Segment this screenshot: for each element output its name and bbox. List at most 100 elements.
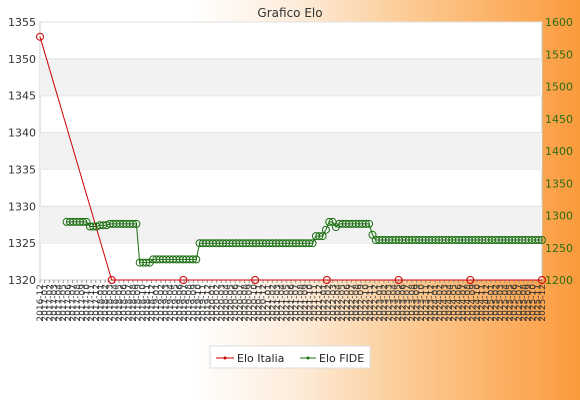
x-tick-label: 2018-03 — [106, 284, 116, 322]
x-tick-label: 2019-04 — [166, 284, 176, 322]
data-point-elo-fide — [318, 232, 327, 241]
left-axis-ticks: 1320 1325 1330 1335 1340 1345 1350 1355 — [8, 16, 36, 287]
x-tick-label: 2017-08 — [73, 284, 83, 322]
data-point-elo-fide — [308, 239, 317, 248]
legend-label-elo-fide: Elo FIDE — [319, 352, 364, 365]
x-tick-label: 2023-04 — [389, 284, 399, 322]
x-tick-label: 2017-10 — [82, 284, 92, 322]
x-tick-label: 2019-08 — [185, 284, 195, 322]
left-tick-label: 1350 — [8, 53, 36, 66]
data-point-elo-italia — [322, 276, 331, 284]
x-tick-label: 2018-11 — [143, 284, 153, 322]
x-tick-label: 2019-11 — [199, 284, 209, 322]
x-tick-label: 2023-11 — [422, 284, 432, 322]
x-tick-label: 2021-01 — [264, 284, 274, 322]
x-tick-label: 2020-03 — [217, 284, 227, 322]
x-tick-label: 2021-04 — [278, 284, 288, 322]
x-tick-label: 2025-11 — [533, 284, 543, 322]
x-tick-label: 2020-12 — [259, 284, 269, 322]
series-line-elo-italia — [39, 36, 542, 281]
x-tick-label: 2024-04 — [445, 284, 455, 322]
x-tick-label: 2025-04 — [501, 284, 511, 322]
x-tick-label: 2022-04 — [333, 284, 343, 322]
x-tick-label: 2021-09 — [301, 284, 311, 322]
x-tick-label: 2018-02 — [101, 284, 111, 322]
left-tick-label: 1335 — [8, 163, 36, 176]
data-point-elo-fide — [79, 217, 88, 226]
x-tick-label: 2021-07 — [292, 284, 302, 322]
x-tick-label: 2021-03 — [273, 284, 283, 322]
x-tick-label: 2021-08 — [296, 284, 306, 322]
x-tick-label: 2018-06 — [120, 284, 130, 322]
x-tick-label: 2022-10 — [361, 284, 371, 322]
x-tick-label: 2024-10 — [473, 284, 483, 322]
right-axis-ticks: 1200 1250 1300 1350 1400 1450 1500 1550 1600 — [545, 16, 573, 287]
x-tick-label: 2022-07 — [347, 284, 357, 322]
x-tick-label: 2018-09 — [134, 284, 144, 322]
x-tick-label: 2023-03 — [385, 284, 395, 322]
left-tick-label: 1345 — [8, 90, 36, 103]
x-tick-label: 2019-02 — [157, 284, 167, 322]
right-tick-label: 1600 — [545, 16, 573, 29]
data-point-elo-italia — [179, 276, 188, 284]
grid-band — [40, 58, 542, 96]
x-tick-label: 2023-12 — [426, 284, 436, 322]
x-tick-label: 2018-01 — [96, 284, 106, 322]
chart-title: Grafico Elo — [257, 6, 322, 20]
right-tick-label: 1350 — [545, 177, 573, 190]
x-tick-label: 2020-09 — [245, 284, 255, 322]
data-point-elo-fide — [142, 258, 151, 267]
x-tick-label: 2025-01 — [487, 284, 497, 322]
data-point-elo-fide — [192, 255, 201, 264]
x-tick-label: 2022-08 — [352, 284, 362, 322]
grid-band — [40, 132, 542, 170]
x-tick-label: 2019-03 — [162, 284, 172, 322]
x-tick-label: 2024-12 — [482, 284, 492, 322]
x-tick-label: 2020-01 — [208, 284, 218, 322]
x-tick-label: 2020-08 — [241, 284, 251, 322]
x-tick-label: 2025-10 — [529, 284, 539, 322]
left-tick-label: 1330 — [8, 200, 36, 213]
legend-box — [209, 345, 371, 369]
x-tick-label: 2024-07 — [459, 284, 469, 322]
x-tick-label: 2025-02 — [492, 284, 502, 322]
x-tick-label: 2024-05 — [450, 284, 460, 322]
x-tick-label: 2020-10 — [250, 284, 260, 322]
x-tick-label: 2018-08 — [129, 284, 139, 322]
data-point-elo-italia — [251, 276, 260, 284]
x-tick-label: 2023-01 — [375, 284, 385, 322]
x-tick-label: 2021-12 — [315, 284, 325, 322]
x-tick-label: 2019-12 — [203, 284, 213, 322]
x-tick-label: 2017-11 — [87, 284, 97, 322]
x-tick-label: 2023-06 — [399, 284, 409, 322]
x-tick-label: 2024-09 — [468, 284, 478, 322]
x-tick-label: 2022-01 — [320, 284, 330, 322]
x-tick-label: 2024-03 — [440, 284, 450, 322]
x-tick-label: 2024-11 — [478, 284, 488, 322]
x-tick-label: 2019-09 — [189, 284, 199, 322]
data-point-elo-fide — [325, 217, 334, 226]
x-tick-label: 2025-07 — [515, 284, 525, 322]
x-tick-label: 2020-04 — [222, 284, 232, 322]
x-tick-label: 2023-05 — [394, 284, 404, 322]
data-point-elo-fide — [361, 219, 370, 228]
x-tick-label: 2023-09 — [413, 284, 423, 322]
x-tick-label: 2022-02 — [324, 284, 334, 322]
x-tick-label: 2017-02 — [45, 284, 55, 322]
legend-label-elo-italia: Elo Italia — [237, 352, 284, 365]
x-tick-label: 2017-03 — [50, 284, 60, 322]
x-tick-label: 2025-03 — [496, 284, 506, 322]
x-tick-label: 2021-05 — [282, 284, 292, 322]
x-tick-label: 2017-09 — [78, 284, 88, 322]
x-tick-label: 2022-09 — [357, 284, 367, 322]
right-tick-label: 1400 — [545, 145, 573, 158]
x-tick-label: 2024-01 — [431, 284, 441, 322]
x-tick-label: 2018-05 — [115, 284, 125, 322]
x-tick-label: 2021-11 — [310, 284, 320, 322]
x-tick-label: 2025-06 — [510, 284, 520, 322]
data-point-elo-italia — [36, 32, 44, 41]
data-point-elo-fide — [365, 219, 374, 228]
right-tick-label: 1450 — [545, 113, 573, 126]
x-tick-label: 2017-01 — [41, 284, 51, 322]
x-axis-ticks: 2016-122017-012017-022017-032017-042017-… — [36, 280, 548, 322]
